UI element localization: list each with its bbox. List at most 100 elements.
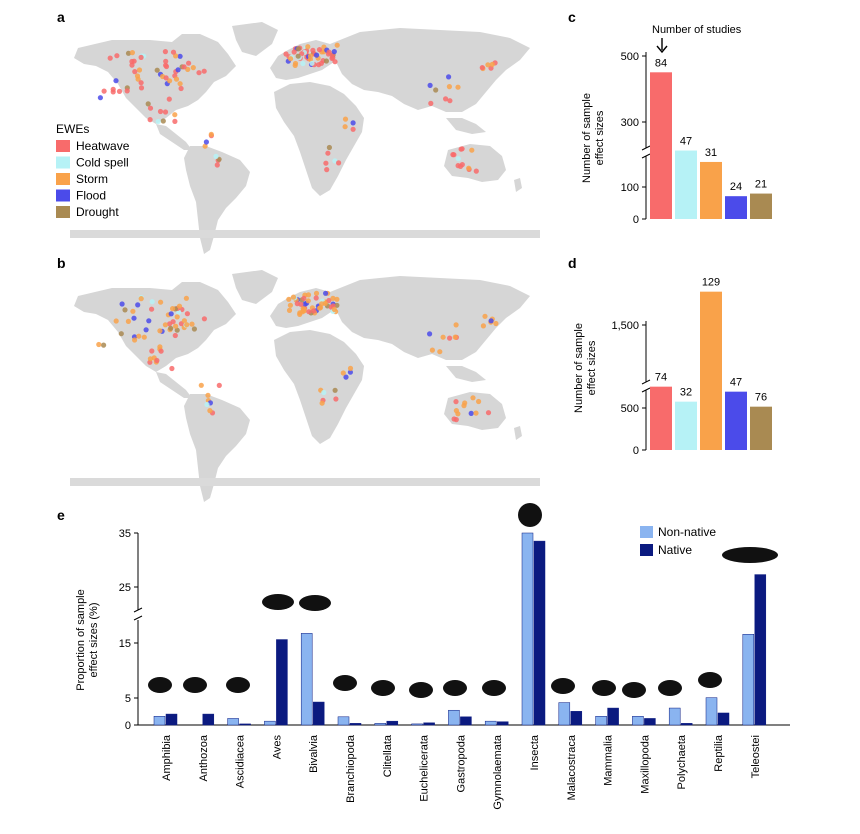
ewe-dot (288, 56, 294, 62)
ewe-dot (147, 105, 154, 111)
panel-letter-d: d (568, 255, 577, 271)
panel-letter-a: a (57, 9, 65, 25)
ewe-dot (118, 331, 124, 337)
ewe-dot (305, 44, 311, 50)
chart-c: 500 300 100 0 84 47 31 24 21 Number of sampleeffe… (581, 24, 772, 226)
bar-non-native-bivalvia (300, 633, 313, 726)
ewe-dot (96, 341, 102, 348)
ewe-dot (107, 55, 113, 61)
bar-drought (750, 193, 772, 219)
ewe-dot (323, 58, 329, 64)
bar-non-native-ascidiacea (227, 718, 239, 726)
ewe-dot (316, 47, 323, 53)
ewe-dot (101, 342, 107, 348)
ewe-dot (489, 61, 495, 67)
ewe-dot (480, 323, 486, 329)
ewe-dot (313, 290, 320, 296)
ewe-dot (138, 80, 144, 86)
bar-heatwave (650, 72, 672, 219)
ewe-dot (214, 162, 220, 168)
ewe-dot (321, 389, 327, 396)
ewe-dot (176, 303, 183, 309)
ewe-legend-label: Flood (76, 189, 106, 203)
ewe-dot (287, 302, 293, 308)
legend-label: Native (658, 543, 692, 557)
ewe-dot (298, 301, 304, 307)
bar-cold-spell (675, 150, 697, 219)
ewe-dot (97, 95, 103, 101)
clam-icon (299, 595, 331, 611)
ewe-dot (190, 65, 196, 71)
bar-study-count-label: 31 (705, 147, 717, 159)
y-tick-label: 1,500 (611, 320, 639, 332)
bar-non-native-mammalia (595, 716, 607, 726)
bar-study-count-label: 84 (655, 57, 667, 69)
ewe-dot (482, 313, 488, 319)
ewe-dot (122, 307, 128, 313)
ewe-dot (114, 53, 120, 59)
ewe-dot (485, 62, 491, 68)
ewe-legend: EWEs Heatwave Cold spell Storm Flood Drought (56, 122, 130, 219)
ewe-legend-swatch (56, 189, 70, 202)
ewe-dot (447, 335, 453, 341)
ewe-dot (493, 320, 499, 327)
ewe-dot (326, 297, 332, 304)
panel-letter-e: e (57, 507, 65, 523)
ewe-dot (216, 382, 222, 388)
ewe-dot (173, 323, 179, 329)
ewe-dot (295, 46, 301, 52)
y-tick-label: 25 (119, 582, 131, 594)
ewe-dot (459, 162, 465, 168)
bar-flood (725, 196, 747, 219)
ewe-dot (310, 47, 316, 54)
ewe-dot (173, 76, 180, 82)
ewe-dot (154, 67, 160, 73)
bird-icon (262, 594, 294, 610)
ewe-dot (427, 331, 433, 337)
bar-native-clitellata (386, 720, 399, 726)
ewe-dot (136, 333, 142, 339)
ewe-dot (172, 118, 178, 124)
ewe-dot (191, 326, 197, 332)
x-tick-label: Branchiopoda (345, 734, 357, 803)
ewe-dot (446, 84, 452, 90)
ewe-dot (331, 306, 337, 312)
y-axis-label-line: effect sizes (594, 110, 606, 165)
y-tick-label: 0 (633, 445, 639, 457)
ewe-dot (313, 295, 319, 301)
y-tick-label: 15 (119, 638, 131, 650)
bar-non-native-maxillopoda (632, 716, 644, 726)
ewe-legend-title: EWEs (56, 122, 89, 136)
ewe-dot (331, 49, 337, 55)
ewe-dot (205, 392, 211, 398)
ewe-dot (154, 357, 160, 364)
ewe-dot (155, 118, 161, 125)
bar-native-gastropoda (460, 716, 472, 726)
ewe-dot (202, 143, 208, 149)
ewe-dot (314, 52, 320, 58)
y-tick-label: 0 (125, 720, 131, 732)
bar-native-teleostei (754, 574, 767, 726)
ewe-legend-swatch (56, 206, 70, 218)
x-tick-label: Clitellata (382, 734, 394, 777)
x-tick-label: Insecta (529, 734, 541, 770)
ewe-dot (479, 65, 485, 71)
ewe-dot (167, 78, 173, 84)
ewe-dot (311, 308, 317, 314)
legend-swatch-native (640, 544, 653, 556)
ewe-dot (476, 398, 482, 405)
fish-icon (722, 547, 778, 563)
ewe-dot (181, 64, 187, 70)
ewe-dot (455, 163, 461, 169)
ewe-dot (189, 321, 195, 327)
bar-non-native-gymnolaemata (484, 720, 497, 726)
x-tick-label: Ascidiacea (235, 734, 247, 788)
legend-label: Non-native (658, 525, 716, 539)
ewe-dot (332, 387, 338, 393)
y-axis-label-line: Proportion of sample (75, 589, 87, 691)
ewe-dot (149, 348, 155, 354)
ewe-dot (326, 49, 332, 55)
ewe-dot (437, 349, 443, 355)
ewe-dots-map-a (97, 42, 498, 174)
ewe-dot (110, 86, 116, 92)
